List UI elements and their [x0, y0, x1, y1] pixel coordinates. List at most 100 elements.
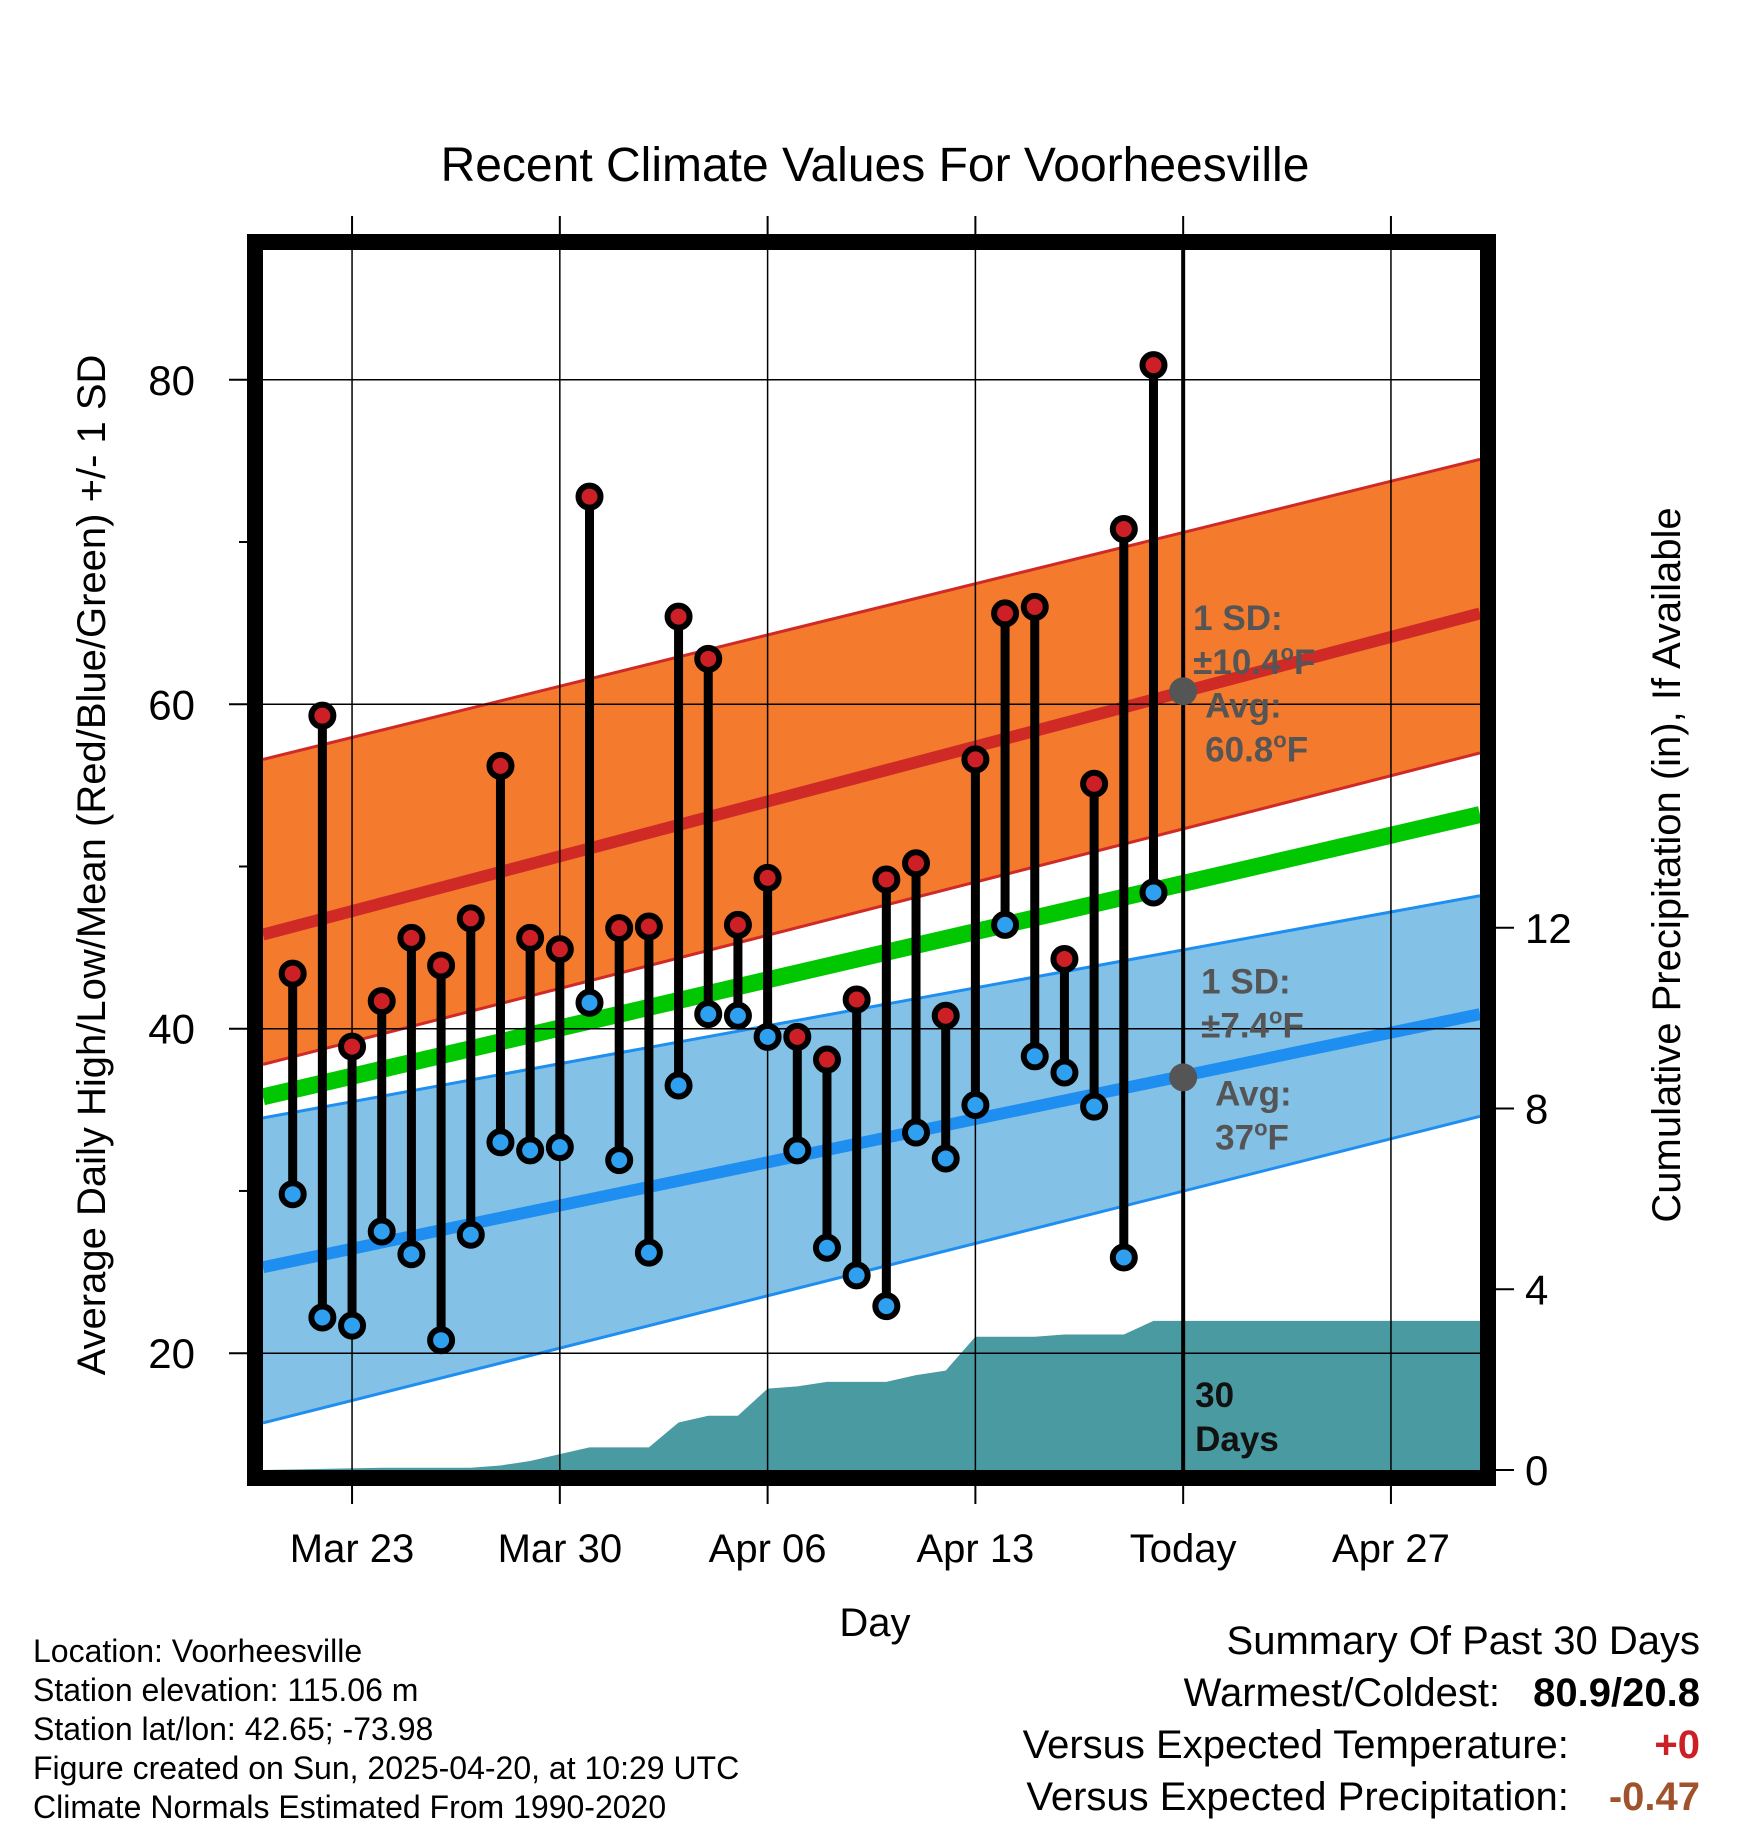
daily-low-point	[397, 1240, 426, 1269]
plot-frame	[247, 234, 1496, 1486]
x-tick-label: Apr 06	[709, 1527, 827, 1571]
y-axis-label: Average Daily High/Low/Mean (Red/Blue/Gr…	[70, 355, 114, 1376]
high-sd-band	[263, 459, 1480, 1065]
daily-high-point	[664, 602, 693, 631]
y2-tick-label: 8	[1525, 1086, 1548, 1133]
daily-high-point	[634, 912, 663, 941]
daily-high-point	[1050, 944, 1079, 973]
y-tick-label: 20	[148, 1330, 195, 1377]
daily-high-point	[427, 951, 456, 980]
high-sd-band-lower	[263, 751, 1480, 1066]
daily-low-point	[634, 1238, 663, 1267]
low-sd-annotation: 1 SD: ±7.4oF	[1201, 962, 1304, 1045]
daily-high-point	[872, 865, 901, 894]
daily-low-point	[456, 1220, 485, 1249]
daily-high-point	[486, 751, 515, 780]
daily-high-point	[516, 923, 545, 952]
daily-low-point	[1080, 1092, 1109, 1121]
normals-text: Climate Normals Estimated From 1990-2020	[33, 1789, 667, 1825]
y-tick-label: 80	[148, 357, 195, 404]
daily-low-point	[931, 1144, 960, 1173]
mean-normal-line	[263, 806, 1480, 1106]
high-avg-annotation: Avg: 60.8oF	[1205, 686, 1308, 769]
precip-row: Versus Expected Precipitation: -0.47	[1023, 1771, 1700, 1823]
daily-low-point	[1109, 1243, 1138, 1272]
daily-high-point	[575, 482, 604, 511]
daily-high-point	[338, 1032, 367, 1061]
temp-row: Versus Expected Temperature: +0	[1023, 1719, 1700, 1771]
daily-high-point	[1080, 769, 1109, 798]
daily-high-point	[783, 1022, 812, 1051]
daily-low-point	[1050, 1058, 1079, 1087]
precip-area	[263, 1320, 1480, 1470]
daily-high-point	[367, 987, 396, 1016]
latlon-text: Station lat/lon: 42.65; -73.98	[33, 1711, 434, 1747]
chart-title: Recent Climate Values For Voorheesville	[441, 139, 1310, 192]
daily-low-point	[753, 1022, 782, 1051]
warmest-label: Warmest/Coldest:	[1183, 1671, 1501, 1715]
daily-high-point	[1139, 351, 1168, 380]
daily-high-point	[931, 1001, 960, 1030]
high-normal-line	[263, 607, 1480, 941]
daily-high-point	[694, 644, 723, 673]
daily-low-point	[991, 910, 1020, 939]
daily-low-point	[961, 1090, 990, 1119]
x-tick-label: Mar 30	[498, 1527, 623, 1571]
daily-high-point	[545, 935, 574, 964]
daily-high-point	[308, 701, 337, 730]
y2-tick-label: 12	[1525, 905, 1572, 952]
daily-high-point	[723, 910, 752, 939]
high-sd-annotation: 1 SD: ±10.4oF	[1193, 599, 1315, 682]
temp-label: Versus Expected Temperature:	[1022, 1723, 1569, 1767]
daily-high-point	[902, 849, 931, 878]
daily-low-point	[427, 1326, 456, 1355]
daily-low-point	[872, 1292, 901, 1321]
summary-panel: Summary Of Past 30 Days Warmest/Coldest:…	[1023, 1615, 1700, 1823]
daily-high-point	[1109, 515, 1138, 544]
daily-low-point	[1020, 1042, 1049, 1071]
low-avg-marker	[1169, 1063, 1198, 1092]
x-tick-label: Mar 23	[290, 1527, 415, 1571]
warmest-value: 80.9/20.8	[1533, 1671, 1700, 1715]
summary-title: Summary Of Past 30 Days	[1226, 1619, 1700, 1663]
daily-low-point	[605, 1146, 634, 1175]
daily-low-point	[545, 1133, 574, 1162]
daily-low-point	[842, 1261, 871, 1290]
daily-low-point	[338, 1311, 367, 1340]
daily-low-point	[694, 1000, 723, 1029]
low-sd-band	[263, 895, 1480, 1423]
daily-high-point	[1020, 592, 1049, 621]
high-avg-marker	[1169, 677, 1198, 706]
low-sd-band-upper	[263, 894, 1480, 1120]
daily-high-point	[842, 985, 871, 1014]
low-avg-annotation: Avg: 37oF	[1215, 1074, 1291, 1157]
daily-low-point	[902, 1118, 931, 1147]
daily-high-point	[278, 959, 307, 988]
daily-low-point	[575, 988, 604, 1017]
daily-high-point	[605, 914, 634, 943]
x-tick-label: Apr 13	[916, 1527, 1034, 1571]
precip-label: Versus Expected Precipitation:	[1026, 1775, 1569, 1819]
daily-high-point	[456, 904, 485, 933]
location-text: Location: Voorheesville	[33, 1633, 363, 1669]
daily-low-point	[783, 1136, 812, 1165]
daily-low-point	[516, 1136, 545, 1165]
created-text: Figure created on Sun, 2025-04-20, at 10…	[33, 1750, 740, 1786]
daily-low-point	[664, 1071, 693, 1100]
daily-low-point	[278, 1180, 307, 1209]
daily-high-point	[812, 1045, 841, 1074]
window-annotation: 30 Days	[1195, 1376, 1279, 1459]
daily-high-point	[961, 745, 990, 774]
temp-value: +0	[1654, 1723, 1700, 1767]
y2-axis-label: Cumulative Precipitation (in), If Availa…	[1645, 507, 1689, 1222]
elevation-text: Station elevation: 115.06 m	[33, 1672, 419, 1708]
x-tick-label: Today	[1130, 1527, 1237, 1571]
y2-tick-label: 4	[1525, 1266, 1548, 1313]
y-tick-label: 40	[148, 1006, 195, 1053]
daily-high-point	[991, 599, 1020, 628]
warmest-row: Warmest/Coldest: 80.9/20.8	[1023, 1667, 1700, 1719]
x-tick-label: Apr 27	[1332, 1527, 1450, 1571]
precip-value: -0.47	[1608, 1775, 1700, 1819]
daily-low-point	[723, 1001, 752, 1030]
daily-high-point	[753, 863, 782, 892]
